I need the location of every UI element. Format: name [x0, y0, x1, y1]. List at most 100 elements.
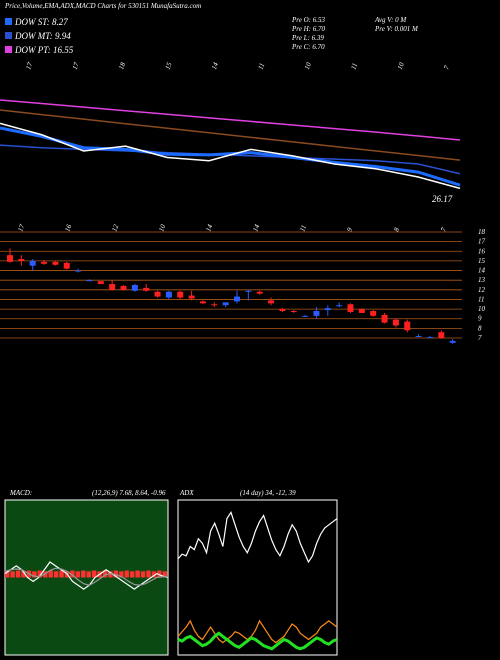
candle-body: [188, 295, 195, 299]
histogram-bar: [129, 571, 135, 578]
histogram-bar: [86, 571, 91, 578]
date-label: 14: [210, 61, 220, 71]
candle-body: [324, 308, 331, 311]
candle-body: [358, 309, 365, 313]
date-label: 11: [298, 224, 308, 233]
candle-body: [234, 296, 240, 302]
candle-body: [86, 280, 93, 282]
legend-swatch: [5, 18, 12, 25]
histogram-bar: [124, 570, 129, 578]
histogram-bar: [75, 571, 81, 578]
legend-label: DOW MT: 9.94: [14, 31, 71, 41]
candle-body: [177, 291, 184, 298]
candle-body: [29, 260, 36, 266]
page-title: Price,Volume,EMA,ADX,MACD Charts for 530…: [4, 2, 201, 10]
y-tick-label: 16: [478, 247, 486, 255]
histogram-bar: [37, 570, 43, 578]
legend-swatch: [5, 46, 12, 53]
y-tick-label: 12: [478, 286, 486, 294]
ema-line: [0, 109, 461, 161]
panel-subtitle: (14 day) 34, -12, 39: [240, 489, 296, 497]
candle-body: [313, 311, 320, 316]
y-tick-label: 13: [478, 276, 486, 284]
info: Pre V: 0.001 M: [374, 25, 419, 33]
y-tick-label: 17: [478, 238, 486, 246]
histogram-bar: [32, 571, 37, 578]
info: Pre H: 6.70: [291, 25, 325, 33]
candle-body: [279, 309, 286, 312]
candle-body: [109, 284, 116, 290]
date-label: 9: [345, 226, 354, 232]
candle-body: [256, 291, 263, 294]
info: Pre L: 6.39: [291, 34, 324, 42]
y-tick-label: 9: [478, 315, 482, 323]
info: Pre O: 6.53: [291, 16, 325, 24]
histogram-bar: [102, 570, 108, 578]
candle-body: [120, 285, 127, 290]
candle-body: [211, 304, 218, 306]
panel-subtitle: (12,26,9) 7.68, 8.64, -0.96: [92, 489, 166, 497]
value-annotation: 26.17: [432, 194, 453, 204]
adx-line: [177, 619, 338, 644]
candle-body: [290, 311, 297, 313]
legend-swatch: [5, 32, 12, 39]
date-label: 12: [110, 223, 120, 233]
histogram-bar: [5, 570, 10, 578]
info: Pre C: 6.70: [291, 43, 325, 51]
date-label: 10: [396, 61, 406, 71]
histogram-bar: [151, 571, 157, 578]
date-label: 8: [392, 226, 401, 232]
ema-line: [0, 99, 461, 141]
panel: [177, 499, 338, 656]
candle-body: [449, 340, 456, 343]
candle-body: [143, 287, 150, 291]
candle-body: [302, 315, 309, 317]
candle-body: [426, 337, 433, 339]
histogram-bar: [81, 570, 86, 578]
candle-body: [336, 305, 343, 307]
y-tick-label: 10: [478, 305, 486, 313]
histogram-bar: [157, 570, 162, 578]
y-tick-label: 7: [478, 334, 482, 342]
candle-body: [438, 332, 445, 338]
candle-body: [392, 319, 399, 326]
candle-body: [222, 302, 229, 306]
panel-title: MACD:: [9, 489, 32, 497]
candle-body: [268, 300, 275, 304]
adx-line: [177, 631, 338, 651]
date-label: 17: [71, 61, 81, 71]
candle-body: [381, 314, 388, 323]
candle-body: [97, 281, 104, 285]
ema-line: [0, 122, 461, 190]
histogram-bar: [113, 570, 119, 578]
candle-body: [199, 301, 206, 304]
candle-body: [75, 270, 82, 272]
date-label: 7: [439, 226, 448, 232]
histogram-bar: [91, 570, 97, 578]
candle-body: [347, 304, 354, 312]
date-label: 14: [251, 223, 261, 233]
date-label: 17: [24, 61, 34, 71]
histogram-bar: [135, 570, 140, 578]
y-tick-label: 14: [478, 267, 486, 275]
histogram-bar: [119, 571, 124, 578]
legend-label: DOW ST: 8.27: [14, 17, 68, 27]
date-label: 7: [442, 64, 451, 70]
adx-line: [177, 511, 338, 564]
histogram-bar: [59, 570, 64, 578]
date-label: 11: [349, 62, 359, 71]
candle-body: [245, 290, 252, 292]
date-label: 11: [257, 62, 267, 71]
candle-body: [404, 321, 411, 331]
macd-line: [4, 567, 168, 586]
candle-body: [7, 255, 13, 262]
histogram-bar: [140, 571, 146, 578]
panel-title: ADX: [179, 489, 194, 497]
histogram-bar: [48, 570, 53, 578]
histogram-bar: [10, 571, 15, 578]
candle-body: [18, 258, 25, 261]
date-label: 16: [63, 223, 73, 233]
date-label: 10: [157, 223, 167, 233]
candle-body: [52, 261, 59, 265]
